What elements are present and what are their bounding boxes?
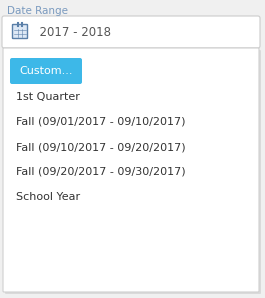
Text: Fall (09/01/2017 - 09/10/2017): Fall (09/01/2017 - 09/10/2017) bbox=[16, 117, 185, 127]
Text: Custom...: Custom... bbox=[19, 66, 73, 76]
Text: Fall (09/20/2017 - 09/30/2017): Fall (09/20/2017 - 09/30/2017) bbox=[16, 167, 185, 177]
FancyBboxPatch shape bbox=[2, 16, 260, 48]
FancyBboxPatch shape bbox=[3, 48, 259, 292]
FancyBboxPatch shape bbox=[5, 50, 261, 294]
Text: Fall (09/10/2017 - 09/20/2017): Fall (09/10/2017 - 09/20/2017) bbox=[16, 142, 185, 152]
FancyBboxPatch shape bbox=[12, 24, 28, 38]
Text: School Year: School Year bbox=[16, 192, 80, 202]
Text: 2017 - 2018: 2017 - 2018 bbox=[32, 27, 111, 40]
FancyBboxPatch shape bbox=[10, 58, 82, 84]
Text: Date Range: Date Range bbox=[7, 6, 68, 16]
Text: 1st Quarter: 1st Quarter bbox=[16, 92, 80, 102]
